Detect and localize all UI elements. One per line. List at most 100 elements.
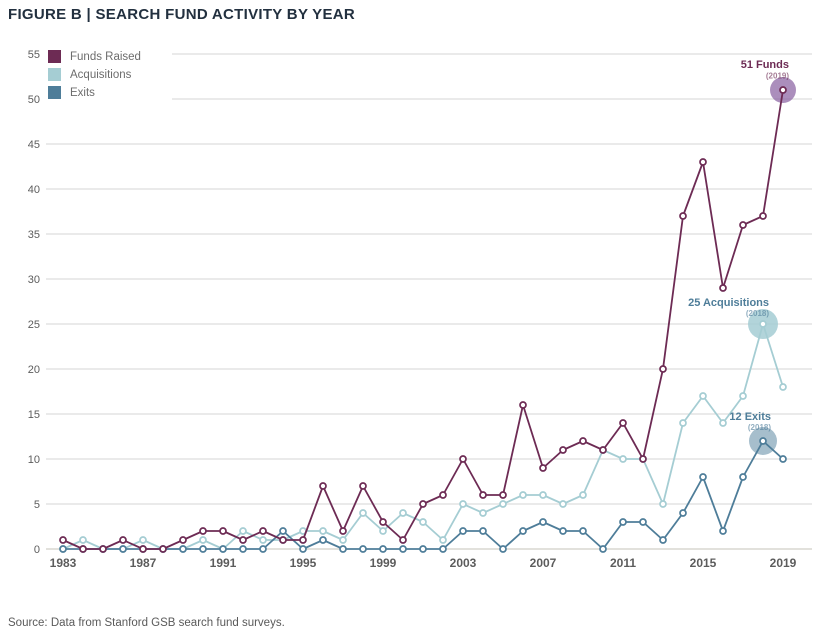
- data-point-funds-raised: [699, 158, 707, 166]
- data-point-funds-raised: [279, 536, 287, 544]
- data-point-funds-raised: [99, 545, 107, 553]
- data-point-exits: [219, 545, 227, 553]
- data-point-funds-raised: [439, 491, 447, 499]
- data-point-exits: [579, 527, 587, 535]
- legend: Funds Raised Acquisitions Exits: [46, 48, 151, 108]
- data-point-acquisitions: [499, 500, 507, 508]
- series-line-acquisitions: [62, 323, 784, 550]
- legend-label-funds-raised: Funds Raised: [70, 50, 141, 63]
- data-point-acquisitions: [399, 509, 407, 517]
- data-point-acquisitions: [559, 500, 567, 508]
- legend-item-funds-raised: Funds Raised: [48, 50, 141, 63]
- data-point-exits: [379, 545, 387, 553]
- data-point-exits: [59, 545, 67, 553]
- data-point-funds-raised: [379, 518, 387, 526]
- data-point-exits: [619, 518, 627, 526]
- data-point-exits: [119, 545, 127, 553]
- data-point-funds-raised: [219, 527, 227, 535]
- data-point-acquisitions: [719, 419, 727, 427]
- data-point-funds-raised: [459, 455, 467, 463]
- x-tick-label: 1995: [290, 556, 317, 570]
- data-point-exits: [479, 527, 487, 535]
- data-point-funds-raised: [719, 284, 727, 292]
- legend-item-exits: Exits: [48, 86, 141, 99]
- data-point-funds-raised: [79, 545, 87, 553]
- data-point-acquisitions: [259, 536, 267, 544]
- data-point-exits: [359, 545, 367, 553]
- y-tick-label: 0: [34, 544, 40, 556]
- data-point-funds-raised: [59, 536, 67, 544]
- data-point-funds-raised: [319, 482, 327, 490]
- legend-swatch-exits: [48, 86, 61, 99]
- data-point-exits: [599, 545, 607, 553]
- data-point-acquisitions: [239, 527, 247, 535]
- data-point-funds-raised: [339, 527, 347, 535]
- annotation-label: 51 Funds: [741, 59, 789, 71]
- x-tick-label: 2007: [530, 556, 557, 570]
- y-tick-label: 15: [28, 409, 40, 421]
- y-tick-label: 40: [28, 184, 40, 196]
- data-point-funds-raised: [419, 500, 427, 508]
- data-point-funds-raised: [679, 212, 687, 220]
- data-point-funds-raised: [259, 527, 267, 535]
- legend-label-acquisitions: Acquisitions: [70, 68, 132, 81]
- data-point-exits: [759, 437, 767, 445]
- data-point-exits: [319, 536, 327, 544]
- x-tick-label: 1983: [50, 556, 77, 570]
- data-point-funds-raised: [479, 491, 487, 499]
- y-tick-label: 10: [28, 454, 40, 466]
- data-point-acquisitions: [139, 536, 147, 544]
- data-point-exits: [639, 518, 647, 526]
- data-point-funds-raised: [659, 365, 667, 373]
- data-point-exits: [559, 527, 567, 535]
- y-tick-label: 50: [28, 94, 40, 106]
- data-point-acquisitions: [419, 518, 427, 526]
- data-point-funds-raised: [119, 536, 127, 544]
- data-point-exits: [459, 527, 467, 535]
- x-tick-label: 1991: [210, 556, 237, 570]
- data-point-acquisitions: [759, 320, 767, 328]
- data-point-exits: [719, 527, 727, 535]
- data-point-acquisitions: [699, 392, 707, 400]
- x-tick-label: 1987: [130, 556, 157, 570]
- data-point-acquisitions: [79, 536, 87, 544]
- legend-label-exits: Exits: [70, 86, 95, 99]
- data-point-exits: [339, 545, 347, 553]
- data-point-exits: [239, 545, 247, 553]
- data-point-funds-raised: [779, 86, 787, 94]
- data-point-acquisitions: [779, 383, 787, 391]
- data-point-exits: [679, 509, 687, 517]
- legend-item-acquisitions: Acquisitions: [48, 68, 141, 81]
- data-point-exits: [779, 455, 787, 463]
- data-point-funds-raised: [619, 419, 627, 427]
- data-point-exits: [419, 545, 427, 553]
- x-tick-label: 1999: [370, 556, 397, 570]
- data-point-funds-raised: [299, 536, 307, 544]
- y-tick-label: 5: [34, 499, 40, 511]
- data-point-funds-raised: [139, 545, 147, 553]
- y-tick-label: 25: [28, 319, 40, 331]
- annotation-sublabel: (2018): [748, 423, 771, 432]
- figure-title: FIGURE B | SEARCH FUND ACTIVITY BY YEAR: [8, 6, 356, 23]
- data-point-funds-raised: [239, 536, 247, 544]
- data-point-funds-raised: [359, 482, 367, 490]
- data-point-acquisitions: [199, 536, 207, 544]
- data-point-acquisitions: [519, 491, 527, 499]
- data-point-funds-raised: [599, 446, 607, 454]
- data-point-acquisitions: [459, 500, 467, 508]
- data-point-acquisitions: [679, 419, 687, 427]
- data-point-acquisitions: [619, 455, 627, 463]
- y-tick-label: 20: [28, 364, 40, 376]
- annotation-sublabel: (2019): [766, 72, 789, 81]
- data-point-acquisitions: [379, 527, 387, 535]
- x-tick-label: 2015: [690, 556, 717, 570]
- annotation-sublabel: (2018): [746, 309, 769, 318]
- data-point-funds-raised: [759, 212, 767, 220]
- data-point-funds-raised: [559, 446, 567, 454]
- y-tick-label: 55: [28, 49, 40, 61]
- data-point-acquisitions: [439, 536, 447, 544]
- data-point-acquisitions: [479, 509, 487, 517]
- y-tick-label: 45: [28, 139, 40, 151]
- annotation-label: 12 Exits: [729, 411, 771, 423]
